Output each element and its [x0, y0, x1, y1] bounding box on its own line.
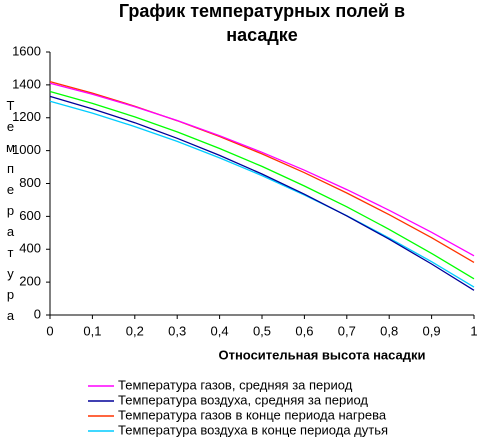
x-tick-label: 0,6 — [295, 323, 313, 338]
legend-label: Температура воздуха, средняя за период — [118, 392, 368, 407]
x-tick-label: 1 — [470, 323, 477, 338]
series-line — [49, 100, 475, 288]
chart-title: График температурных полей в насадке — [119, 1, 405, 45]
x-tick-label: 0,7 — [338, 323, 356, 338]
y-tick-label: 1000 — [12, 142, 41, 157]
legend-label: Температура воздуха в конце периода дуть… — [118, 422, 388, 437]
y-axis-title: Температура — [3, 98, 18, 329]
x-tick-label: 0 — [46, 323, 53, 338]
series-line — [49, 80, 475, 263]
y-tick-label: 200 — [19, 274, 41, 289]
series-line — [49, 95, 475, 291]
y-tick-label: 0 — [34, 306, 41, 321]
x-tick-label: 0,9 — [423, 323, 441, 338]
x-tick-label: 0,2 — [126, 323, 144, 338]
x-tick-label: 0,1 — [83, 323, 101, 338]
y-tick-label: 1200 — [12, 109, 41, 124]
series-line — [49, 82, 475, 257]
y-tick-label: 800 — [19, 175, 41, 190]
y-tick-label: 1600 — [12, 43, 41, 58]
series-line — [49, 90, 475, 280]
x-tick-label: 0,8 — [380, 323, 398, 338]
x-axis-title: Относительная высота насадки — [218, 347, 425, 362]
y-tick-label: 600 — [19, 208, 41, 223]
legend-label: Температура газов, средняя за период — [118, 377, 353, 392]
x-tick-label: 0,4 — [211, 323, 229, 338]
x-tick-label: 0,3 — [168, 323, 186, 338]
y-tick-label: 1400 — [12, 76, 41, 91]
x-tick-label: 0,5 — [253, 323, 271, 338]
legend-label: Температура газов в конце периода нагрев… — [118, 407, 387, 422]
y-tick-label: 400 — [19, 241, 41, 256]
